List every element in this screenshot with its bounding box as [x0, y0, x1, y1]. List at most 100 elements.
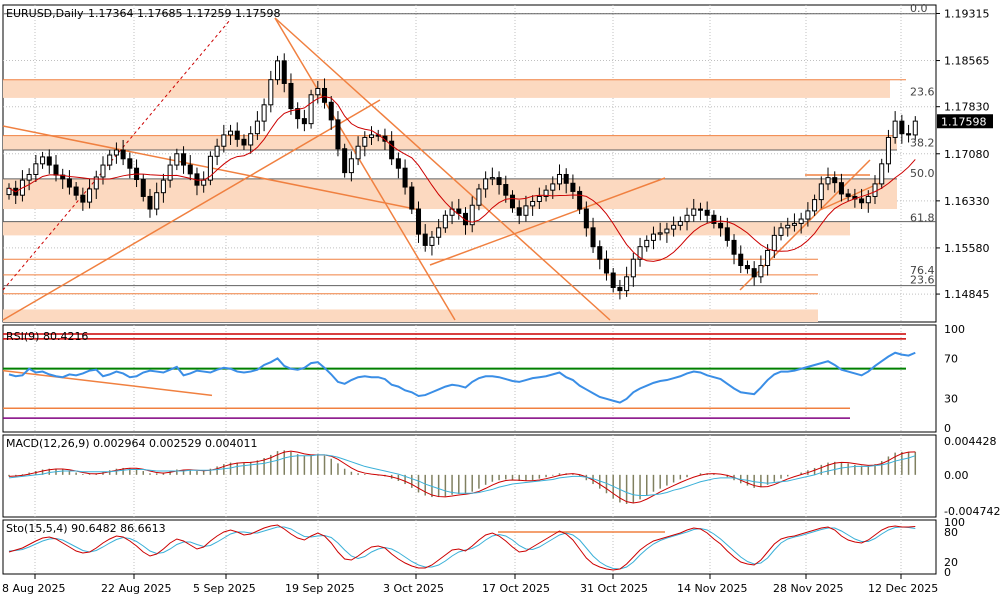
candle-body [577, 190, 583, 210]
stoch-signal-line [8, 526, 916, 570]
moving-average [8, 96, 916, 262]
price-tick-label: 1.18565 [944, 55, 990, 68]
candle-body [744, 265, 750, 270]
price-tick-label: 1.16330 [944, 195, 990, 208]
fib-label: 50.0 [910, 167, 935, 180]
candle-body [543, 189, 549, 197]
candle-body [496, 177, 502, 186]
candle-body [107, 154, 113, 166]
candle-body [167, 164, 173, 181]
sto-frame [2, 519, 937, 575]
candle-body [160, 179, 166, 194]
candle-body [489, 177, 495, 180]
candle-body [362, 136, 368, 147]
candle-body [845, 193, 851, 197]
fib-zone [3, 135, 897, 151]
candle-body [415, 208, 422, 235]
symbol-title: EURUSD,Daily [6, 7, 84, 20]
candle-body [711, 214, 717, 224]
ma-line [8, 96, 916, 262]
candle-body [66, 178, 72, 188]
trend-line [274, 17, 456, 321]
macd-signal-line [8, 454, 916, 497]
fib-label: 23.6 [910, 85, 935, 98]
rsi-tick-label: 70 [944, 353, 958, 366]
candle-body [812, 199, 818, 212]
macd-pane: 0.004428 0.00 -0.004742 [8, 435, 1000, 518]
candle-body [751, 268, 757, 278]
candle-body [657, 232, 663, 235]
trend-line [2, 99, 381, 321]
candle-body [509, 194, 516, 209]
candle-body [731, 239, 737, 255]
candle-body [778, 227, 784, 236]
time-tick-label: 12 Dec 2025 [868, 582, 938, 595]
fib-zone [3, 178, 897, 210]
candle-body [181, 153, 187, 166]
candle-body [214, 145, 220, 157]
candle-body [503, 184, 509, 196]
candle-body [791, 222, 797, 226]
candle-body [409, 186, 415, 210]
stoch-tick-label: 80 [944, 526, 958, 539]
candle-body [550, 183, 556, 191]
candle-body [456, 208, 462, 214]
trend-line [429, 177, 666, 266]
rsi-trend-line [2, 369, 213, 397]
candle-body [630, 258, 636, 278]
candle-body [335, 119, 341, 150]
time-tick-label: 8 Aug 2025 [2, 582, 65, 595]
candle-body [254, 120, 260, 135]
candle-body [295, 108, 301, 120]
candle-body [87, 188, 93, 203]
candle-body [328, 101, 334, 121]
macd-tick-label: 0.004428 [944, 435, 997, 448]
candle-body [664, 228, 670, 234]
candle-body [530, 200, 536, 207]
candle-body [677, 221, 683, 226]
candle-body [885, 136, 891, 165]
trend-line [819, 181, 883, 211]
candle-body [671, 224, 677, 230]
candle-body [590, 227, 596, 248]
candle-body [765, 249, 771, 267]
fib-zones [3, 13, 936, 322]
candle-body [872, 183, 878, 197]
rsi-tick-label: 100 [944, 323, 965, 336]
price-tick-label: 1.17080 [944, 148, 990, 161]
candle-body [805, 210, 811, 220]
candle-body [288, 82, 294, 110]
candle-body [127, 158, 133, 169]
candle-body [483, 178, 489, 190]
rsi-pane: 100 70 30 0 [2, 323, 965, 435]
candle-body [650, 233, 656, 241]
time-tick-label: 14 Nov 2025 [677, 582, 747, 595]
candle-body [865, 195, 871, 204]
candle-body [281, 60, 287, 84]
candle-body [556, 173, 562, 185]
rsi-tick-label: 30 [944, 392, 958, 405]
candle-body [402, 167, 408, 188]
candle-body [389, 140, 395, 160]
candle-body [738, 253, 744, 267]
current-price-label: 1.17598 [941, 115, 987, 128]
candle-body [234, 130, 240, 140]
candle-body [818, 183, 824, 201]
trend-line [274, 17, 611, 321]
candle-body [46, 156, 52, 166]
candle-body [422, 233, 428, 246]
rsi-tick-label: 0 [944, 422, 951, 435]
candle-body [798, 218, 804, 224]
fib-label: 76.4 [910, 264, 935, 277]
price-tick-label: 1.14845 [944, 288, 990, 301]
fib-label: 38.2 [910, 137, 935, 150]
candle-body [147, 195, 153, 210]
candle-body [899, 120, 905, 135]
price-axis: 1.19315 1.18565 1.17830 1.17080 1.16330 1.155… [936, 7, 993, 301]
candle-body [241, 138, 247, 146]
candle-body [442, 214, 448, 229]
candle-body [342, 148, 348, 174]
stoch-title: Sto(15,5,4) 90.6482 86.6613 [6, 522, 166, 535]
